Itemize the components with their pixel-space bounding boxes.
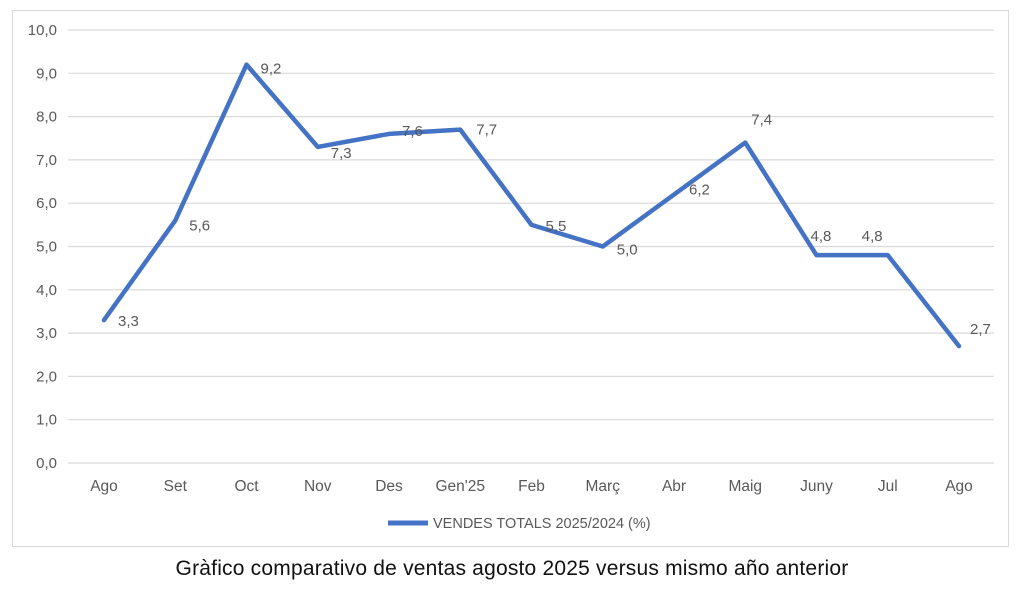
legend-label: VENDES TOTALS 2025/2024 (%) (433, 516, 651, 532)
x-axis-category-label: Març (586, 478, 621, 495)
series-line (101, 62, 962, 349)
data-label: 7,4 (751, 112, 772, 129)
y-axis-tick-label: 9,0 (36, 65, 57, 82)
y-axis-tick-label: 8,0 (36, 109, 57, 126)
x-axis-category-label: Des (375, 478, 403, 495)
y-axis-tick-label: 5,0 (36, 239, 57, 256)
data-label: 7,7 (476, 122, 497, 139)
x-axis-category-label: Juny (800, 478, 833, 495)
x-axis-category-label: Feb (518, 478, 545, 495)
data-label: 3,3 (118, 313, 139, 330)
y-axis-tick-label: 6,0 (36, 195, 57, 212)
x-axis-category-label: Set (164, 478, 188, 495)
y-axis-tick-label: 10,0 (28, 22, 57, 39)
x-axis-category-label: Gen'25 (436, 478, 486, 495)
y-axis-tick-label: 7,0 (36, 152, 57, 169)
data-label: 4,8 (811, 228, 832, 245)
x-axis-category-label: Maig (728, 478, 762, 495)
y-axis-tick-label: 1,0 (36, 412, 57, 429)
chart-canvas: 0,0 1,0 2,0 3,0 4,0 5,0 6,0 7,0 8,0 9,0 10,0 Ago Set… (28, 22, 994, 532)
x-axis-category-label: Nov (304, 478, 332, 495)
y-axis-tick-label: 2,0 (36, 368, 57, 385)
data-label: 9,2 (261, 61, 282, 78)
data-label: 7,3 (331, 145, 352, 162)
data-label: 5,5 (546, 218, 567, 235)
y-axis-tick-label: 0,0 (36, 455, 57, 472)
data-label: 4,8 (862, 228, 883, 245)
line-chart: 0,0 1,0 2,0 3,0 4,0 5,0 6,0 7,0 8,0 9,0 10,0 Ago Set… (12, 10, 1009, 547)
x-axis-category-label: Ago (945, 478, 973, 495)
data-label: 7,6 (402, 123, 423, 140)
data-label: 6,2 (689, 182, 710, 199)
data-label: 2,7 (970, 321, 991, 338)
data-label: 5,6 (189, 218, 210, 235)
x-axis-category-label: Oct (234, 478, 259, 495)
y-axis-tick-label: 3,0 (36, 325, 57, 342)
y-axis-tick-label: 4,0 (36, 282, 57, 299)
data-label: 5,0 (617, 242, 638, 259)
x-axis-category-label: Ago (90, 478, 118, 495)
x-axis-category-label: Abr (662, 478, 686, 495)
x-axis-category-label: Jul (878, 478, 898, 495)
chart-caption: Gràfico comparativo de ventas agosto 202… (175, 557, 849, 580)
